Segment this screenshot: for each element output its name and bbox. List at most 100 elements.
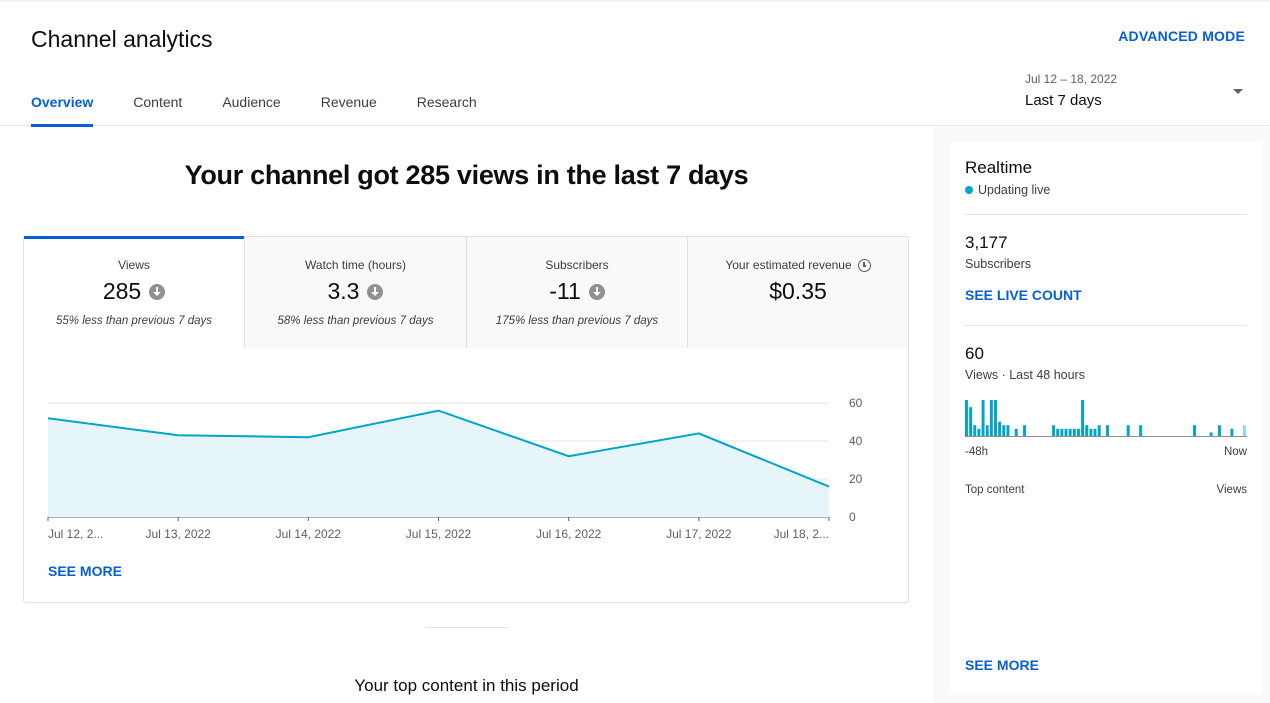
see-more-realtime-button[interactable]: SEE MORE [965,657,1039,673]
tab-content[interactable]: Content [133,94,183,110]
date-range-text: Jul 12 – 18, 2022 [1025,72,1118,86]
see-more-button[interactable]: SEE MORE [48,563,122,579]
realtime-bar [994,400,997,436]
x-tick-label: Jul 18, 2... [774,527,829,541]
clock-icon [857,258,871,272]
realtime-card: Realtime Updating live 3,177 Subscribers… [949,142,1263,695]
bars-axis-end: Now [1223,446,1247,458]
metric-value: 285 [102,278,142,304]
x-tick-label: Jul 15, 2022 [406,527,472,541]
realtime-bar [1064,428,1068,436]
realtime-bar [973,425,977,436]
realtime-bar [1085,425,1089,436]
metric-value: -11 [549,278,581,304]
y-tick-label: 60 [849,396,863,410]
realtime-bar [1052,425,1056,436]
realtime-bar [1068,428,1072,436]
realtime-bar [977,428,981,436]
realtime-bar [1060,428,1064,436]
tab-audience[interactable]: Audience [222,94,281,110]
realtime-bar [1002,425,1006,436]
top-content-metric: Views [1216,484,1247,496]
metric-value: 3.3 [327,278,360,304]
headline: Your channel got 285 views in the last 7… [184,160,749,190]
realtime-bar [981,400,985,436]
realtime-bar [1126,425,1130,436]
metric-comparison: 55% less than previous 7 days [56,315,212,327]
realtime-bar [1230,428,1234,436]
x-tick-label: Jul 17, 2022 [666,527,732,541]
y-tick-label: 40 [849,434,863,448]
metric-label: Views [118,258,150,272]
tab-revenue[interactable]: Revenue [320,94,377,110]
top-content-label: Top content [965,484,1025,496]
tab-bar: Overview Content Audience Revenue Resear… [31,94,517,127]
date-range-selector[interactable]: Jul 12 – 18, 2022 Last 7 days [1025,72,1247,112]
realtime-bar [1089,428,1093,436]
realtime-bar [1023,425,1027,436]
arrow-down-circle-icon [588,283,605,300]
metric-label: Watch time (hours) [305,258,406,272]
realtime-bar [989,400,993,436]
see-live-count-button[interactable]: SEE LIVE COUNT [965,287,1082,303]
x-tick-label: Jul 14, 2022 [276,527,342,541]
realtime-bar [1056,428,1060,436]
main-content: Your channel got 285 views in the last 7… [0,127,933,703]
views-area [48,410,829,517]
x-tick-label: Jul 12, 2... [48,527,103,541]
realtime-status: Updating live [978,183,1051,197]
realtime-bar [1072,428,1076,436]
metric-label: Your estimated revenue [725,258,852,272]
realtime-bar [1193,425,1197,436]
page-header: Channel analytics ADVANCED MODE Overview… [0,0,1270,127]
realtime-bar [1097,425,1101,436]
realtime-bar [1139,425,1143,436]
arrow-down-circle-icon [367,283,384,300]
views-count: 60 [965,344,984,363]
realtime-bar [1093,428,1097,436]
arrow-down-circle-icon [149,283,166,300]
realtime-bar [985,425,989,436]
tab-overview[interactable]: Overview [31,94,94,127]
tab-research[interactable]: Research [416,94,477,110]
realtime-bar [1081,400,1085,436]
metric-comparison: 175% less than previous 7 days [495,315,659,327]
views-label: Views · Last 48 hours [965,368,1085,382]
x-tick-label: Jul 16, 2022 [536,527,602,541]
divider [965,325,1247,326]
metric-tab-watch-time[interactable]: Watch time (hours) 3.3 58% less than pre… [245,237,467,348]
divider [965,214,1247,215]
views-chart: 0 20 40 60 Jul 12, 2... Jul 13, 2022 Jul 14, 2… [47,396,863,541]
metric-tab-subscribers[interactable]: Subscribers -11 175% less than previous … [467,237,688,348]
realtime-bar [1006,425,1010,436]
subscriber-count: 3,177 [965,233,1008,252]
realtime-bar [1217,425,1221,436]
advanced-mode-button[interactable]: ADVANCED MODE [1118,28,1245,44]
views-line [47,409,830,488]
realtime-bar [1076,428,1080,436]
realtime-bar [965,400,968,436]
y-tick-label: 0 [849,510,856,524]
top-content-heading: Your top content in this period [354,676,579,695]
divider [425,627,507,628]
overview-card: Views 285 55% less than previous 7 days … [23,236,909,603]
metric-tab-views[interactable]: Views 285 55% less than previous 7 days [24,236,245,348]
subscriber-label: Subscribers [965,257,1031,271]
metric-value: $0.35 [769,278,827,304]
realtime-bar [998,421,1002,436]
page-title: Channel analytics [31,26,213,52]
date-range-label: Last 7 days [1025,92,1102,109]
realtime-bar [1014,428,1018,436]
metric-comparison: 58% less than previous 7 days [277,315,434,327]
y-tick-label: 20 [849,472,863,486]
realtime-bar [969,407,973,436]
realtime-views-bar-chart [965,400,1247,437]
realtime-title: Realtime [965,158,1033,177]
realtime-bar [1242,425,1246,436]
x-tick-label: Jul 13, 2022 [145,527,211,541]
metric-label: Subscribers [545,258,609,272]
bars-axis-start: -48h [965,446,989,458]
realtime-sidebar: Realtime Updating live 3,177 Subscribers… [933,127,1270,703]
realtime-bar [1106,425,1109,436]
metric-tab-revenue[interactable]: Your estimated revenue $0.35 [688,237,908,348]
